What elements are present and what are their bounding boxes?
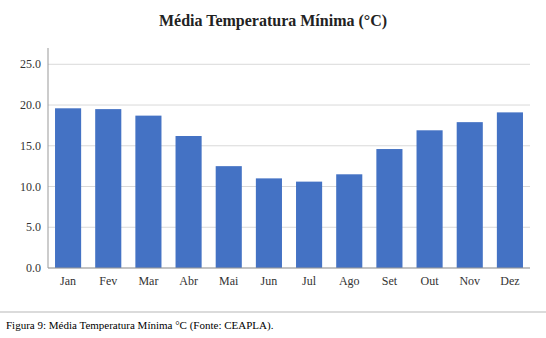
x-tick-label: Jun <box>261 274 278 288</box>
bar <box>55 108 81 268</box>
x-tick-label: Set <box>382 274 398 288</box>
bar <box>95 109 121 268</box>
x-tick-label: Mai <box>219 274 239 288</box>
title: Média Temperatura Mínima (°C) <box>159 12 387 30</box>
bar <box>336 174 362 268</box>
x-tick-label: Out <box>421 274 440 288</box>
grid-line <box>48 64 530 65</box>
grid <box>48 64 530 268</box>
y-tick-label: 20.0 <box>20 98 41 112</box>
chart-container: Média Temperatura Mínima (°C) 0.0 5.0 10.0 1… <box>0 0 546 338</box>
x-tick-label: Dez <box>500 274 519 288</box>
bar <box>376 149 402 268</box>
y-tick-label: 15.0 <box>20 139 41 153</box>
x-tick-label: Abr <box>179 274 198 288</box>
y-tick-label: 0.0 <box>26 261 41 275</box>
grid-line <box>48 105 530 106</box>
x-tick-label: Jan <box>60 274 76 288</box>
y-tick-label: 10.0 <box>20 180 41 194</box>
x-tick-label: Nov <box>459 274 480 288</box>
caption: Figura 9: Média Temperatura Mínima °C (F… <box>6 319 274 332</box>
y-tick-label: 25.0 <box>20 57 41 71</box>
bar <box>417 130 443 268</box>
bars <box>55 108 523 268</box>
bar <box>457 122 483 268</box>
bar <box>216 166 242 268</box>
bar <box>135 116 161 268</box>
bar <box>497 112 523 268</box>
x-tick-label: Fev <box>99 274 117 288</box>
y-tick-label: 5.0 <box>26 220 41 234</box>
bar <box>296 182 322 268</box>
x-tick-label: Ago <box>339 274 360 288</box>
x-axis-line <box>48 268 530 269</box>
chart-svg: Média Temperatura Mínima (°C) 0.0 5.0 10.0 1… <box>0 0 546 338</box>
grid-line <box>48 268 530 269</box>
bar <box>256 178 282 268</box>
x-tick-label: Jul <box>302 274 317 288</box>
bar <box>176 136 202 268</box>
y-axis-line <box>48 48 49 268</box>
caption-separator <box>0 312 546 313</box>
x-tick-label: Mar <box>138 274 158 288</box>
